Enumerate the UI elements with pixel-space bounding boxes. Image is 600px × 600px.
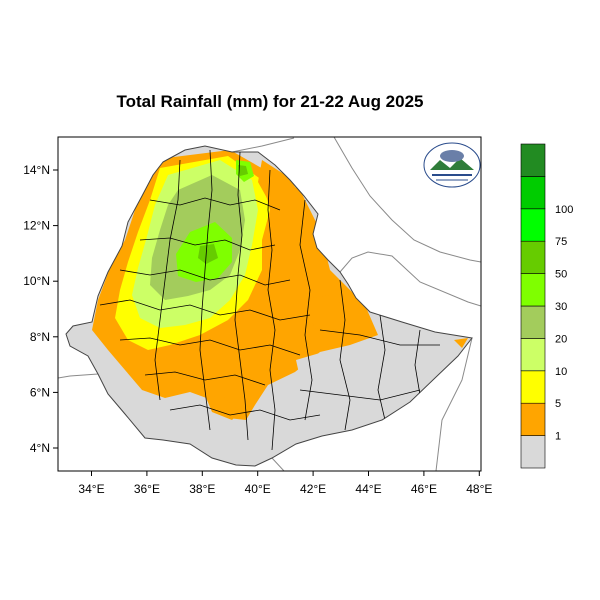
colorbar-label: 20 <box>555 333 567 345</box>
colorbar-label: 30 <box>555 301 567 313</box>
admin-borders <box>99 149 440 451</box>
colorbar-swatch <box>520 370 546 404</box>
country-borders <box>58 137 481 471</box>
lon-tick-label: 38°E <box>189 482 215 496</box>
colorbar-label: 1 <box>555 431 561 443</box>
lon-tick-label: 48°E <box>466 482 492 496</box>
colorbar-swatch <box>520 143 546 177</box>
map-title: Total Rainfall (mm) for 21-22 Aug 2025 <box>116 92 424 111</box>
lon-tick-label: 42°E <box>300 482 326 496</box>
lat-tick-label: 12°N <box>23 219 50 233</box>
colorbar-label: 75 <box>555 236 567 248</box>
colorbar-swatch <box>520 273 546 307</box>
colorbar: 1 5 10 20 30 50 75 100 <box>520 143 573 469</box>
colorbar-label: 10 <box>555 366 567 378</box>
lon-tick-label: 36°E <box>134 482 160 496</box>
colorbar-swatch <box>520 338 546 372</box>
colorbar-swatch <box>520 176 546 210</box>
lon-tick-label: 40°E <box>245 482 271 496</box>
lat-tick-label: 8°N <box>30 330 50 344</box>
colorbar-label: 100 <box>555 204 573 216</box>
colorbar-swatch <box>520 240 546 274</box>
lat-tick-label: 4°N <box>30 441 50 455</box>
map-frame <box>57 136 482 472</box>
colorbar-swatch <box>520 435 546 469</box>
colorbar-swatch <box>520 208 546 242</box>
colorbar-label: 5 <box>555 398 561 410</box>
country-outline <box>65 145 473 467</box>
lon-tick-label: 44°E <box>355 482 381 496</box>
colorbar-swatch <box>520 402 546 436</box>
colorbar-swatch <box>520 305 546 339</box>
lat-tick-label: 10°N <box>23 274 50 288</box>
lon-tick-label: 34°E <box>78 482 104 496</box>
meteorology-agency-logo <box>423 142 481 188</box>
lat-axis: 14°N 12°N 10°N 8°N 6°N 4°N <box>23 163 58 455</box>
lon-axis: 34°E 36°E 38°E 40°E 42°E 44°E 46°E 48°E <box>78 471 492 496</box>
lat-tick-label: 6°N <box>30 385 50 399</box>
lat-tick-label: 14°N <box>23 163 50 177</box>
colorbar-label: 50 <box>555 269 567 281</box>
lon-tick-label: 46°E <box>411 482 437 496</box>
